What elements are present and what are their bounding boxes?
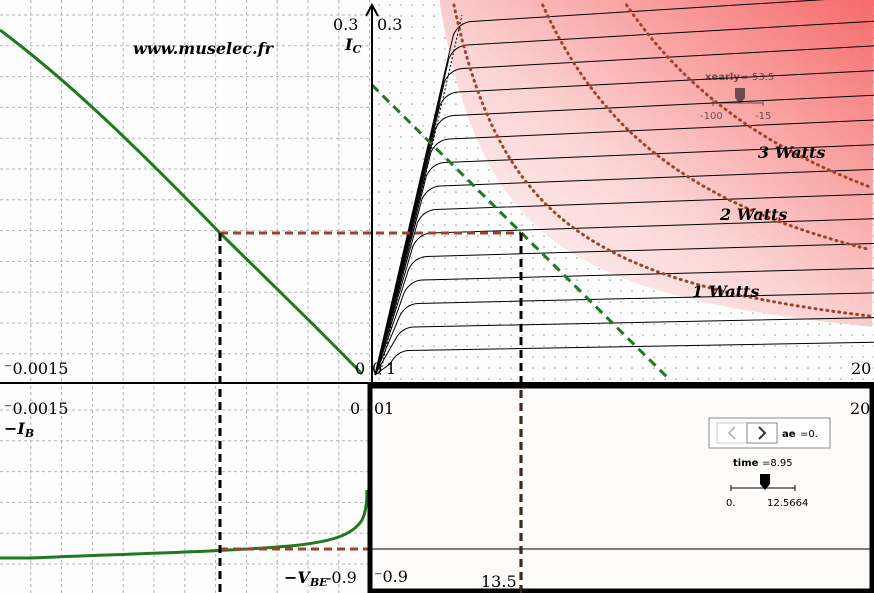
curve	[374, 341, 874, 376]
slider-xearly[interactable]: xearly =-53.5 -100 -15	[700, 72, 774, 122]
axis-arrow	[365, 2, 379, 17]
next-icon	[758, 426, 767, 440]
y-label: −VBE	[284, 568, 328, 589]
y-max: 0.3	[377, 15, 402, 34]
control-name: ae	[782, 429, 796, 440]
curve	[374, 267, 874, 376]
slider-thumb[interactable]	[760, 474, 770, 490]
prev-button[interactable]	[716, 422, 748, 444]
x-min: 1	[384, 399, 394, 418]
slider-max: -15	[755, 111, 771, 122]
power-curve	[452, 3, 874, 318]
subscript: BE	[309, 576, 328, 589]
slider-min: -100	[700, 111, 723, 122]
transfer-curve	[0, 28, 364, 376]
curve	[374, 94, 874, 376]
x-max: 0	[355, 359, 365, 378]
subscript: C	[352, 43, 361, 56]
x-origin: 0	[374, 399, 384, 418]
subscript: B	[24, 427, 34, 440]
curve	[374, 243, 874, 376]
curve	[374, 70, 874, 376]
power-label: 3 Watts	[758, 143, 825, 162]
curve	[374, 20, 874, 376]
y-max: 0.3	[333, 15, 358, 34]
load-line	[373, 83, 670, 380]
curve	[374, 317, 874, 376]
x-label: −IB	[4, 419, 34, 440]
curve	[374, 168, 874, 376]
label: −I	[4, 419, 25, 438]
y-min: -0.9	[326, 568, 357, 587]
slider-min: 0.	[726, 498, 736, 509]
grid	[0, 0, 371, 593]
heatmap	[440, 0, 874, 327]
slider-max: 12.5664	[767, 498, 808, 509]
power-label: 1 Watts	[692, 282, 759, 301]
y-label: IC	[344, 35, 361, 56]
marker-value: 13.5	[481, 572, 517, 591]
plot-top-right	[373, 0, 874, 382]
input-curve	[0, 489, 369, 560]
bottom-right-panel	[367, 383, 874, 593]
y-min: ⁻0.9	[374, 567, 408, 586]
slider-name: time	[733, 458, 759, 469]
label: I	[344, 35, 353, 54]
curve	[374, 0, 826, 376]
power-curve	[625, 3, 873, 189]
prev-icon	[727, 426, 736, 440]
control-value: =0.	[800, 429, 818, 440]
slider-value: =8.95	[762, 458, 793, 469]
slider-thumb[interactable]	[735, 88, 745, 104]
x-max: 20	[850, 399, 870, 418]
next-button[interactable]	[746, 422, 778, 444]
slider-track	[712, 100, 764, 106]
label: −V	[284, 568, 311, 587]
curve	[374, 45, 874, 376]
x-max: 0	[350, 399, 360, 418]
power-label: 2 Watts	[719, 205, 787, 224]
watermark: www.muselec.fr	[133, 39, 274, 58]
x-min: 1	[386, 359, 396, 378]
x-max: 20	[851, 359, 871, 378]
x-min: ⁻0.0015	[4, 359, 68, 378]
curve	[374, 144, 874, 376]
saturation-line	[379, 14, 463, 376]
x-min: ⁻0.0015	[4, 399, 68, 418]
curve	[374, 292, 874, 376]
curve	[374, 193, 874, 376]
x-origin: 0	[372, 359, 382, 378]
power-curves	[452, 3, 874, 318]
slider-value: =-53.5	[740, 72, 774, 83]
slider-name: xearly	[705, 72, 740, 83]
slider-track	[730, 485, 796, 491]
